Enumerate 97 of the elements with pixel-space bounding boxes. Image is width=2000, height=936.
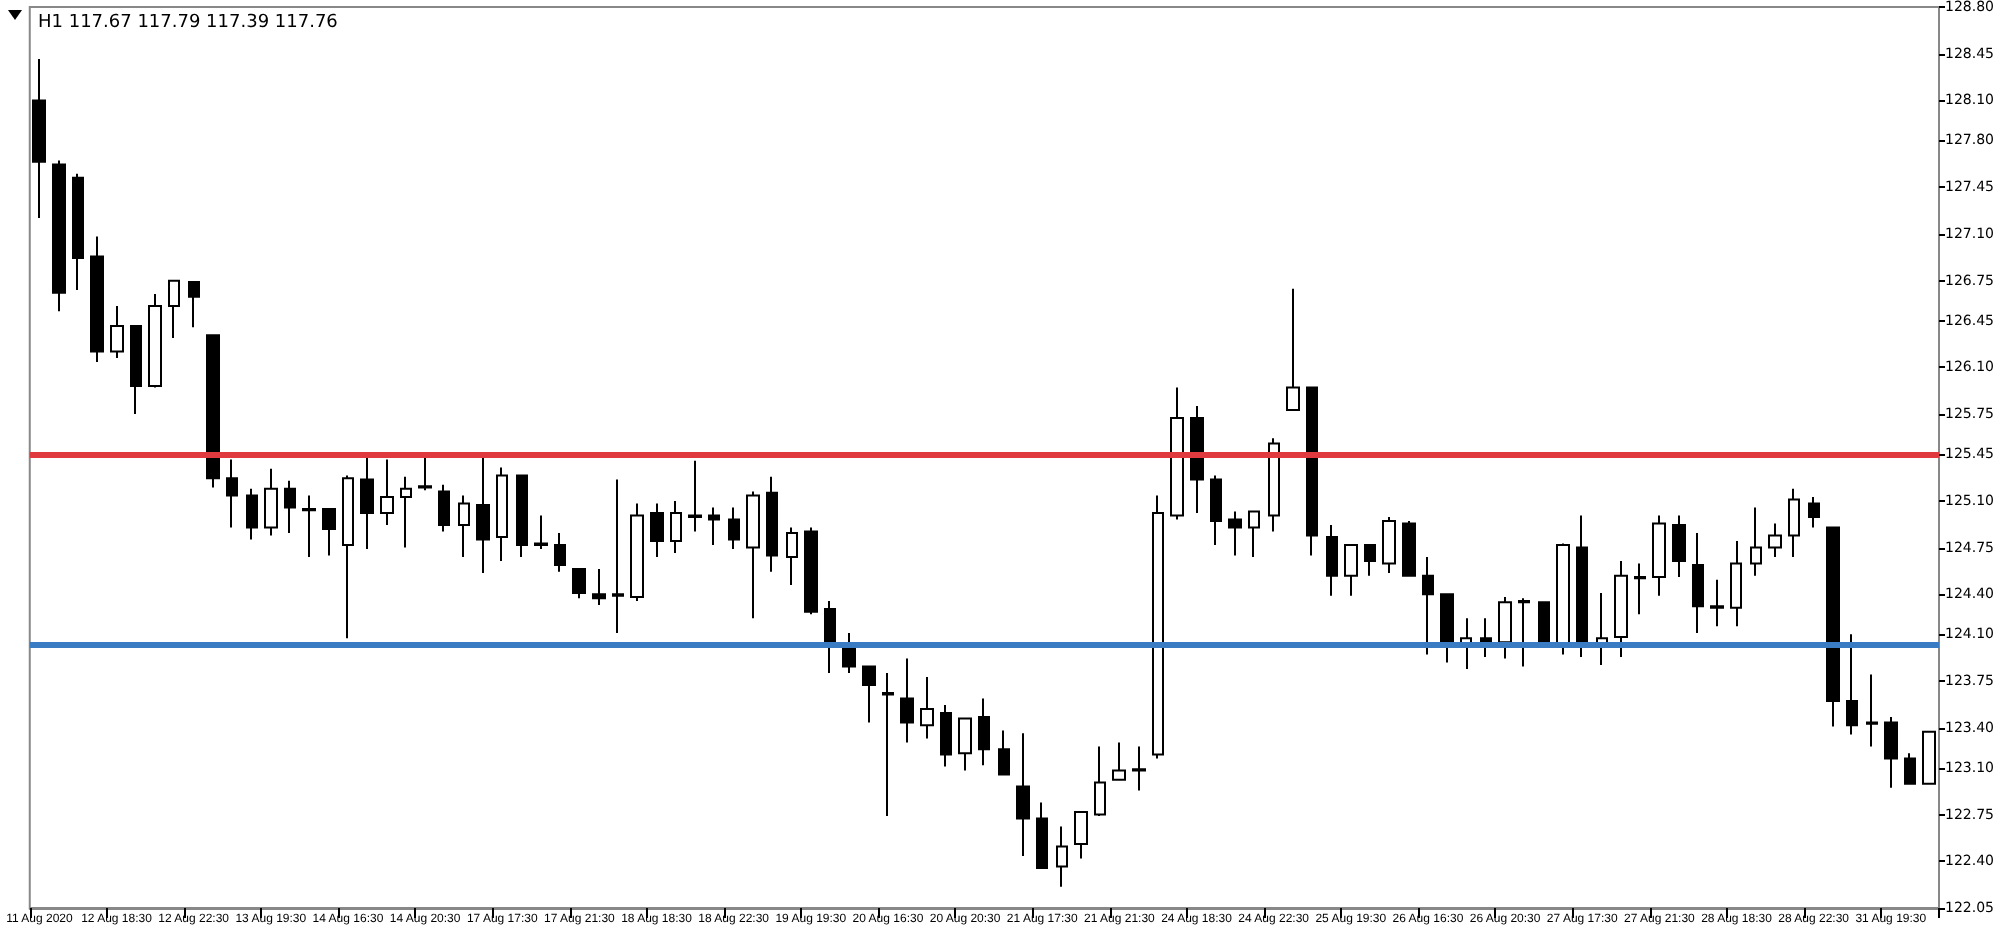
candlestick [246, 487, 258, 541]
candlestick [1382, 515, 1396, 574]
candlestick [360, 455, 374, 550]
candlestick [168, 279, 180, 340]
candlestick [1344, 543, 1358, 597]
candlestick [1228, 510, 1242, 557]
candlestick [110, 305, 124, 360]
candlestick [1652, 514, 1666, 597]
candlestick [130, 325, 142, 416]
candlestick [612, 478, 624, 635]
candlestick [804, 526, 818, 616]
candlestick [32, 58, 46, 219]
candlestick [1326, 523, 1338, 597]
candlestick [1614, 559, 1628, 659]
candlestick [1268, 437, 1280, 533]
candlestick [516, 474, 528, 558]
candlestick [1884, 716, 1898, 789]
candlestick [862, 665, 876, 724]
candlestick [766, 475, 778, 573]
candlestick [496, 466, 508, 562]
candlestick [900, 657, 914, 744]
candlestick [1538, 601, 1550, 648]
candlestick [342, 474, 354, 640]
candlestick [1498, 595, 1512, 660]
candlestick [1152, 494, 1164, 760]
candlestick [1846, 633, 1858, 736]
candlestick [688, 459, 702, 533]
candlestick [534, 514, 548, 550]
candlestick [148, 292, 162, 389]
chart-title: H1 117.67 117.79 117.39 117.76 [38, 13, 339, 33]
candlestick [1480, 617, 1492, 659]
candlestick [1286, 287, 1300, 412]
candlestick [418, 453, 432, 492]
candlestick [1306, 386, 1318, 557]
candlestick [1094, 745, 1106, 817]
candlestick [650, 502, 664, 558]
candlestick [476, 453, 490, 574]
candlestick [940, 704, 952, 768]
candlestick [998, 729, 1010, 776]
candlestick [1768, 522, 1782, 558]
candlestick [1074, 810, 1088, 860]
candlestick [630, 502, 644, 602]
candlestick [1036, 801, 1048, 869]
candlestick [380, 458, 394, 526]
candlestick [1132, 745, 1146, 792]
candlestick [882, 672, 894, 817]
candlestick [1808, 495, 1820, 529]
candlestick [1056, 825, 1068, 888]
candlestick [1422, 555, 1434, 656]
candlestick [206, 334, 220, 489]
candlestick [1710, 578, 1724, 628]
candlestick [322, 507, 336, 557]
candlestick [708, 506, 720, 546]
candlestick [1788, 487, 1800, 558]
candlestick [90, 235, 104, 364]
candlestick [592, 567, 606, 606]
candlestick [786, 526, 798, 586]
candlestick [958, 717, 972, 772]
candlestick [842, 632, 856, 675]
candlestick [824, 599, 836, 675]
candlestick [1692, 531, 1704, 635]
candlestick [1634, 562, 1646, 616]
candlestick [572, 567, 586, 600]
candlestick [1402, 519, 1416, 577]
candlestick [746, 490, 760, 620]
candlestick [1518, 597, 1530, 668]
candlestick [302, 494, 316, 558]
candlestick [438, 483, 450, 533]
candlestick [1248, 510, 1260, 558]
candlestick [978, 697, 990, 767]
candlestick [1210, 474, 1222, 546]
candlestick [920, 676, 934, 740]
candlestick [1904, 752, 1916, 785]
candlestick [284, 479, 296, 534]
candlestick [1576, 514, 1588, 659]
candlestick [1364, 543, 1376, 577]
candlestick [1190, 405, 1204, 514]
candlestick [188, 280, 200, 329]
candlestick [226, 458, 238, 529]
candlestick [1750, 506, 1762, 577]
candlestick [1866, 673, 1878, 748]
candlestick [728, 506, 740, 550]
candlestick [1016, 732, 1030, 857]
candlestick [1826, 526, 1840, 728]
candlestick [1112, 741, 1126, 781]
candlestick [400, 475, 412, 549]
candlestick [1170, 386, 1184, 521]
candlestick [1730, 539, 1742, 628]
candlestick [52, 159, 66, 313]
candlestick [670, 499, 682, 554]
candlestick [72, 172, 84, 291]
candlestick [554, 531, 566, 573]
candlestick [1440, 593, 1454, 664]
candlestick [458, 494, 470, 558]
candlestick [1556, 542, 1570, 656]
candlestick [1672, 514, 1686, 578]
candlestick [264, 467, 278, 537]
